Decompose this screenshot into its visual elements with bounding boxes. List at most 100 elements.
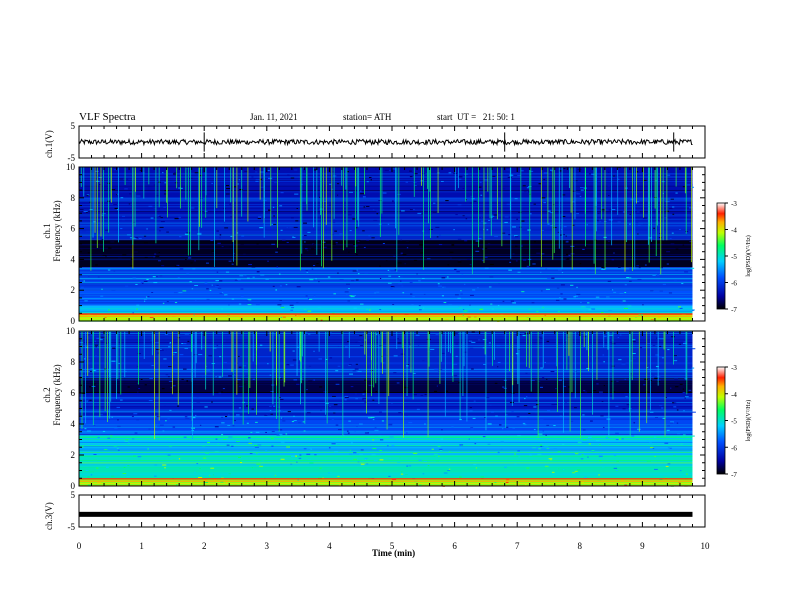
ch2-spectrogram-hline-54 (79, 355, 693, 357)
ch2-spectrogram-speck-765 (573, 407, 577, 409)
ch2-spectrogram-hline-45 (79, 464, 693, 466)
ch1-spectrogram-speck-48 (565, 258, 568, 260)
ch2-spectrogram-speck-361 (482, 339, 487, 341)
ch1-spectrogram-speck-754 (391, 168, 396, 170)
ch1-spectrogram-speck-27 (413, 181, 417, 183)
ch2-spectrogram-speck-503 (127, 386, 130, 388)
ch1-spectrogram-speck-857 (637, 278, 642, 280)
ch1-spectrogram-speck-690 (360, 303, 364, 305)
ch1-spectrogram-speck-402 (352, 218, 356, 220)
ch2-spectrogram-speck-243 (667, 463, 671, 465)
ch1-spectrogram-speck-452 (400, 239, 402, 241)
ch1-spectrogram-speck-346 (607, 240, 610, 242)
ch1-spectrogram-speck-894 (662, 283, 667, 285)
ch1-spectrogram-speck-555 (402, 292, 405, 294)
ch2-spectrogram-speck-42 (335, 383, 340, 385)
ch2-spectrogram-speck-423 (610, 388, 615, 390)
ch1-spectrogram-speck-198 (659, 267, 664, 269)
ch1-spectrogram-speck-397 (627, 305, 632, 307)
ch2-spectrogram-speck-375 (337, 345, 340, 347)
ch1-spectrogram-speck-887 (355, 254, 358, 256)
ch2-spectrogram-speck-854 (661, 357, 665, 359)
ch1-spectrogram-speck-810 (366, 205, 370, 207)
ch1-spectrogram-speck-170 (364, 272, 369, 274)
ch1-spectrogram-speck-560 (285, 284, 288, 286)
ch2-spectrogram-speck-98 (400, 471, 403, 473)
ch1-spectrogram-sferic-21 (561, 167, 563, 269)
ch2-spectrogram-speck-414 (630, 373, 633, 375)
ch1-colorbar-label: log(PSD)(V²/Hz) (745, 235, 752, 276)
ch1-spectrogram-speck-586 (129, 264, 134, 266)
ch1-spectrogram-sferic-117 (135, 167, 136, 192)
ch2-spectrogram-speck-500 (523, 405, 528, 407)
ch2-spectrogram-speck-25 (568, 386, 570, 388)
ch1-spectrogram-speck-476 (139, 170, 143, 172)
ch2-spectrogram-speck-85 (535, 399, 538, 401)
ch1-spectrogram-hline-67 (79, 289, 693, 291)
ch1-spectrogram-speck-526 (599, 221, 602, 223)
ch2-spectrogram-sferic-97 (491, 331, 493, 366)
ch1-spectrogram-speck-506 (158, 215, 162, 217)
ch2-spectrogram-speck-878 (218, 376, 222, 378)
ch1-spectrogram-speck-338 (360, 193, 365, 195)
ch2-spectrogram-speck-147 (646, 460, 651, 462)
ch2-spectrogram-sferic-96 (171, 331, 173, 395)
ch1-spectrogram-speck-674 (248, 264, 253, 266)
ch2-spectrogram-speck-524 (560, 455, 564, 457)
start-time-label: start UT = 21: 50: 1 (437, 112, 515, 122)
ch1-spectrogram-speck-314 (692, 309, 695, 311)
ch2-spectrogram-speck-101 (144, 384, 147, 386)
ch1-spectrogram-sferic-75 (166, 167, 168, 203)
ch2-spectrogram-speck-435 (265, 450, 268, 452)
ch2-spectrogram-speck-79 (400, 473, 404, 475)
ch1-spectrogram-speck-832 (684, 271, 689, 273)
ch2-spectrogram-speck-651 (194, 471, 196, 473)
ch2-spectrogram-speck-569 (683, 341, 686, 343)
ch2-spectrogram-speck-366 (251, 408, 254, 410)
ch2-spectrogram-sferic-132 (664, 331, 666, 437)
ch2-spectrogram-sferic-127 (138, 331, 139, 385)
ch1-spectrogram-speck-142 (313, 169, 317, 171)
x-tick-label-7: 7 (515, 541, 520, 551)
ch1-spectrogram-speck-63 (446, 276, 449, 278)
ch2-spectrogram-speck-891 (355, 341, 357, 343)
ch2-spectrogram-speck-111 (227, 369, 232, 371)
ch2-spectrogram-speck-851 (162, 464, 167, 466)
ch1-spectrogram-speck-435 (176, 264, 180, 266)
ch2-spectrogram-speck-382 (350, 386, 354, 388)
ch2-spectrogram-speck-466 (581, 482, 584, 484)
ch2-spectrogram-speck-139 (172, 352, 177, 354)
ch1-spectrogram-speck-482 (114, 207, 118, 209)
ch1-spectrogram-speck-825 (260, 186, 265, 188)
ch1-spectrogram-speck-368 (387, 223, 390, 225)
ch1-spectrogram-speck-868 (582, 248, 585, 250)
ch1-spectrogram-speck-647 (255, 178, 260, 180)
ch3-voltage-ytick-label-0: 5 (71, 490, 76, 500)
ch2-spectrogram-hline-98 (79, 434, 693, 436)
ch2-spectrogram-sferic-121 (528, 331, 530, 369)
ch1-spectrogram-speck-94 (344, 291, 349, 293)
ch1-spectrogram-speck-505 (362, 178, 365, 180)
ch2-spectrogram-speck-665 (374, 427, 377, 429)
ch2-spectrogram-speck-896 (195, 414, 197, 416)
ch1-spectrogram-speck-608 (642, 304, 644, 306)
ch2-spectrogram-speck-390 (494, 382, 498, 384)
ch1-spectrogram-hline-96 (79, 314, 693, 315)
ch1-spectrogram-speck-587 (650, 290, 654, 292)
ch2-spectrogram-speck-50 (514, 371, 517, 373)
ch1-spectrogram-speck-139 (163, 206, 166, 208)
ch1-spectrogram-hline-40 (79, 288, 693, 290)
ch1-spectrogram-speck-389 (174, 182, 178, 184)
ch1-spectrogram-speck-60 (572, 224, 575, 226)
ch1-spectrogram-speck-778 (588, 173, 591, 175)
ch1-spectrogram-speck-619 (368, 176, 372, 178)
ch2-spectrogram-hline-75 (79, 446, 693, 448)
ch1-spectrogram-speck-135 (327, 276, 331, 278)
ch1-spectrogram-speck-384 (607, 185, 611, 187)
ch2-spectrogram-speck-454 (526, 382, 529, 384)
ch1-spectrogram-speck-174 (352, 270, 357, 272)
ch1-spectrogram-speck-250 (657, 316, 662, 318)
ch1-spectrogram-sferic-34 (396, 167, 398, 272)
ch2-spectrogram-speck-548 (96, 337, 100, 339)
ch2-spectrogram-sferic-75 (107, 331, 108, 423)
